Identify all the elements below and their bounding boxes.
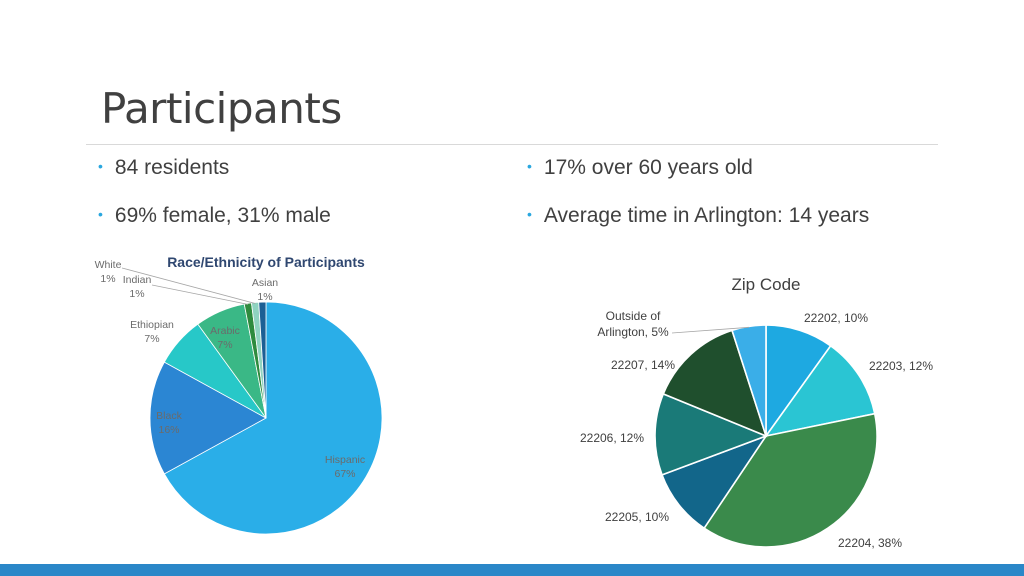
race-slice-hispanic bbox=[163, 301, 383, 535]
zip-code-pie-chart: Zip Code 22202, 10% 22203, 12% 22204, 38% 2… bbox=[580, 275, 933, 550]
bullet-dot-icon: • bbox=[98, 206, 103, 222]
footer-accent-bar bbox=[0, 564, 1024, 576]
bullet-text: 84 residents bbox=[114, 156, 230, 179]
slide-title: Participants bbox=[101, 84, 342, 133]
zip-slice-22203 bbox=[764, 344, 876, 438]
race-label-black: Black 16% bbox=[156, 410, 182, 436]
race-chart-title: Race/Ethnicity of Participants bbox=[167, 254, 365, 270]
zip-slice-22206 bbox=[654, 392, 769, 476]
bullet-residents: • 84 residents bbox=[98, 156, 229, 180]
race-ethnicity-pie-chart: Race/Ethnicity of Participants Hispanic 6… bbox=[95, 254, 383, 535]
zip-label-22206: 22206, 12% bbox=[580, 431, 644, 445]
bullet-dot-icon: • bbox=[527, 158, 532, 174]
zip-label-22207: 22207, 14% bbox=[611, 358, 675, 372]
zip-leader-outside-of-arlington bbox=[671, 326, 749, 334]
bullet-age: • 17% over 60 years old bbox=[527, 156, 753, 180]
zip-label-22202: 22202, 10% bbox=[804, 311, 868, 325]
zip-label-outside-of-arlington: Outside of Arlington, 5% bbox=[597, 309, 669, 339]
race-slice-asian bbox=[258, 301, 267, 419]
zip-label-22203: 22203, 12% bbox=[869, 359, 933, 373]
race-leader-white bbox=[121, 267, 256, 304]
race-label-indian: Indian 1% bbox=[123, 274, 152, 300]
race-label-arabic: Arabic 7% bbox=[210, 325, 240, 351]
race-slice-black bbox=[149, 361, 267, 475]
bullet-text: 69% female, 31% male bbox=[114, 204, 331, 227]
race-label-asian: Asian 1% bbox=[252, 277, 278, 303]
race-label-ethiopian: Ethiopian 7% bbox=[130, 319, 174, 345]
race-label-hispanic: Hispanic 67% bbox=[325, 454, 365, 480]
zip-label-22205: 22205, 10% bbox=[605, 510, 669, 524]
bullet-gender: • 69% female, 31% male bbox=[98, 204, 331, 228]
bullet-dot-icon: • bbox=[98, 158, 103, 174]
race-label-white: White 1% bbox=[95, 259, 122, 285]
bullet-residence-time: • Average time in Arlington: 14 years bbox=[527, 204, 869, 228]
bullet-text: Average time in Arlington: 14 years bbox=[543, 204, 870, 227]
zip-slice-outside-of-arlington bbox=[731, 324, 767, 437]
zip-label-22204: 22204, 38% bbox=[838, 536, 902, 550]
bullet-dot-icon: • bbox=[527, 206, 532, 222]
zip-chart-title: Zip Code bbox=[732, 275, 801, 294]
zip-slice-22204 bbox=[703, 412, 878, 548]
bullet-text: 17% over 60 years old bbox=[543, 156, 753, 179]
title-divider bbox=[86, 144, 938, 145]
race-leader-indian bbox=[151, 284, 249, 305]
